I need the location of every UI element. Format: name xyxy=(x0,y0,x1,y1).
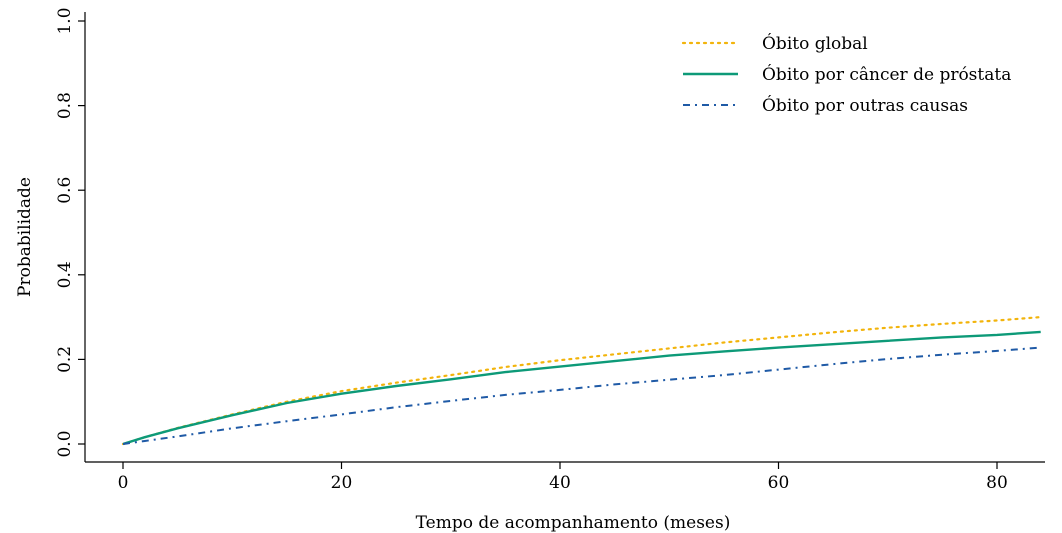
legend-label-3: Óbito por outras causas xyxy=(762,95,968,116)
legend-label-2: Óbito por câncer de próstata xyxy=(762,64,1011,85)
y-tick-label: 0.2 xyxy=(55,346,75,373)
x-tick-label: 20 xyxy=(331,473,353,493)
legend: Óbito global Óbito por câncer de próstata… xyxy=(681,33,1011,116)
x-tick-label: 60 xyxy=(768,473,790,493)
x-tick-label: 40 xyxy=(549,473,571,493)
legend-label-1: Óbito global xyxy=(762,33,868,54)
y-tick-label: 1.0 xyxy=(55,7,75,34)
series-line-2 xyxy=(122,330,1041,446)
axes: 0 20 40 60 80 0.0 0.2 0.4 0.6 0.8 1.0 xyxy=(55,7,1045,493)
y-tick-label: 0.6 xyxy=(55,177,75,204)
y-axis-title: Probabilidade xyxy=(15,177,35,297)
y-tick-label: 0.4 xyxy=(55,261,75,288)
x-tick-label: 80 xyxy=(986,473,1008,493)
y-tick-label: 0.8 xyxy=(55,92,75,119)
series-line-3 xyxy=(122,346,1041,445)
x-axis-title: Tempo de acompanhamento (meses) xyxy=(416,513,731,533)
x-tick-label: 0 xyxy=(118,473,129,493)
y-tick-label: 0.0 xyxy=(55,430,75,457)
series-layer xyxy=(121,316,1042,446)
